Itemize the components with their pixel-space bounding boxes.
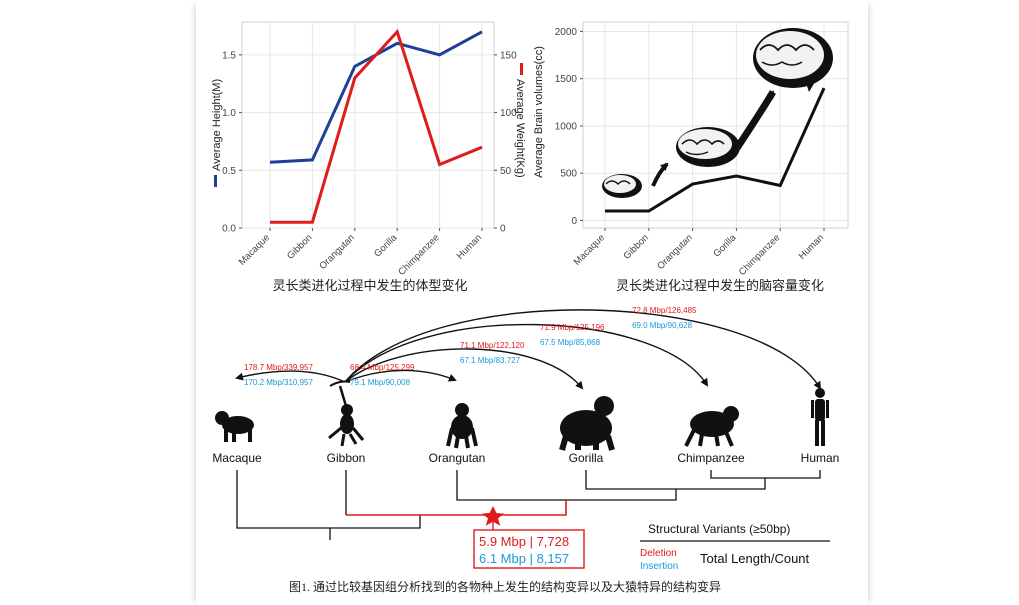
chimpanzee-silhouette <box>684 406 739 447</box>
x-tick-label: Human <box>455 232 484 261</box>
species-label-orangutan: Orangutan <box>429 451 486 465</box>
x-tick-label: Human <box>797 232 826 261</box>
legend-deletion: Deletion <box>640 548 677 559</box>
arc-macaque <box>235 370 346 383</box>
arc-orangutan <box>344 369 457 383</box>
x-tick-label: Macaque <box>572 232 607 267</box>
species-label-gorilla: Gorilla <box>569 451 604 465</box>
arc-label-deletion: 71.1 Mbp/122,120 <box>460 341 525 350</box>
figure-caption: 图1. 通过比较基因组分析找到的各物种上发生的结构变异以及大猿特异的结构变异 <box>289 579 721 594</box>
gibbon-silhouette <box>328 380 365 447</box>
brain-illustration-large <box>753 28 833 92</box>
human-silhouette <box>811 388 829 446</box>
chart1-right-axis: 0 50 100 150 <box>494 50 517 235</box>
chart1-y-label: Average Height(M) <box>211 79 223 171</box>
y2-tick-label: 50 <box>500 166 512 177</box>
y-tick-label: 1500 <box>555 74 578 85</box>
growth-arrow-1 <box>651 162 669 187</box>
box-insertion-value: 6.1 Mbp | 8,157 <box>479 551 569 566</box>
y-tick-label: 500 <box>560 169 577 180</box>
macaque-silhouette <box>215 411 254 442</box>
brain-illustration-small <box>602 174 642 198</box>
arc-chimpanzee <box>344 323 709 387</box>
y2-tick-label: 100 <box>500 108 517 119</box>
x-tick-label: Chimpanzee <box>737 232 782 277</box>
chart2-caption: 灵长类进化过程中发生的脑容量变化 <box>616 278 824 293</box>
arc-label-deletion: 72.8 Mbp/126,485 <box>632 306 697 315</box>
y-tick-label: 2000 <box>555 27 578 38</box>
x-tick-label: Macaque <box>237 232 272 267</box>
x-tick-label: Chimpanzee <box>396 232 441 277</box>
x-tick-label: Gibbon <box>621 232 650 261</box>
star-icon <box>482 506 504 526</box>
growth-arrow-2 <box>734 90 776 150</box>
arc-label-deletion: 178.7 Mbp/339,957 <box>244 363 313 372</box>
y-tick-label: 0 <box>571 216 577 227</box>
arc-label-deletion: 68.4 Mbp/125,299 <box>350 363 415 372</box>
y-tick-label: 1000 <box>555 121 578 132</box>
species-label-chimpanzee: Chimpanzee <box>677 451 745 465</box>
legend-title: Structural Variants (≥50bp) <box>648 522 790 536</box>
y2-tick-label: 150 <box>500 50 517 61</box>
weight-legend-key <box>520 63 523 75</box>
arc-label-insertion: 67.1 Mbp/83,727 <box>460 356 521 365</box>
y-tick-label: 1.0 <box>222 108 236 119</box>
arc-label-deletion: 71.9 Mbp/125,196 <box>540 323 605 332</box>
chart1-plot-area <box>241 21 495 229</box>
arc-gorilla <box>344 348 584 390</box>
y-tick-label: 0.5 <box>222 166 236 177</box>
legend-insertion: Insertion <box>640 561 678 572</box>
chart1-grid <box>242 22 494 229</box>
species-label-gibbon: Gibbon <box>327 451 366 465</box>
chart2-y-axis: 0 500 1000 1500 2000 <box>555 27 583 227</box>
x-tick-label: Gorilla <box>711 232 739 260</box>
y2-tick-label: 0 <box>500 224 506 235</box>
arc-human <box>344 309 822 390</box>
arc-label-insertion: 69.0 Mbp/90,628 <box>632 321 693 330</box>
legend-metric: Total Length/Count <box>700 551 810 566</box>
brain-illustration-medium <box>676 127 740 167</box>
great-ape-sv-box <box>473 529 585 569</box>
x-tick-label: Orangutan <box>317 232 357 272</box>
great-ape-branch <box>346 500 567 516</box>
species-label-macaque: Macaque <box>212 451 262 465</box>
gorilla-silhouette <box>559 396 615 451</box>
y-tick-label: 0.0 <box>222 224 236 235</box>
arc-label-insertion: 170.2 Mbp/310,957 <box>244 378 313 387</box>
arc-label-insertion: 79.1 Mbp/90,008 <box>350 378 411 387</box>
structural-variant-diagram: 178.7 Mbp/339,957 170.2 Mbp/310,957 68.4… <box>212 306 839 594</box>
brain-volume-chart: 0 500 1000 1500 2000 Macaque Gibbon Orangutan G… <box>533 21 849 293</box>
x-tick-label: Orangutan <box>655 232 695 272</box>
orangutan-silhouette <box>446 403 478 449</box>
brain-volume-series-line <box>605 87 826 213</box>
arc-label-insertion: 67.5 Mbp/85,868 <box>540 338 601 347</box>
box-deletion-value: 5.9 Mbp | 7,728 <box>479 534 569 549</box>
x-tick-label: Gorilla <box>372 232 400 260</box>
x-tick-label: Gibbon <box>285 232 314 261</box>
chart1-caption: 灵长类进化过程中发生的体型变化 <box>272 278 467 293</box>
height-legend-key <box>214 175 217 187</box>
body-size-chart: 0.0 0.5 1.0 1.5 0 50 100 150 Macaque Gibbon Oran… <box>211 21 526 293</box>
weight-series-line <box>270 28 483 224</box>
chart1-left-axis: 0.0 0.5 1.0 1.5 <box>222 50 242 235</box>
chart1-y2-label: Average Weight(Kg) <box>514 79 526 178</box>
chart2-y-label: Average Brain volumes(cc) <box>533 46 545 178</box>
species-label-human: Human <box>801 451 840 465</box>
y-tick-label: 1.5 <box>222 50 236 61</box>
